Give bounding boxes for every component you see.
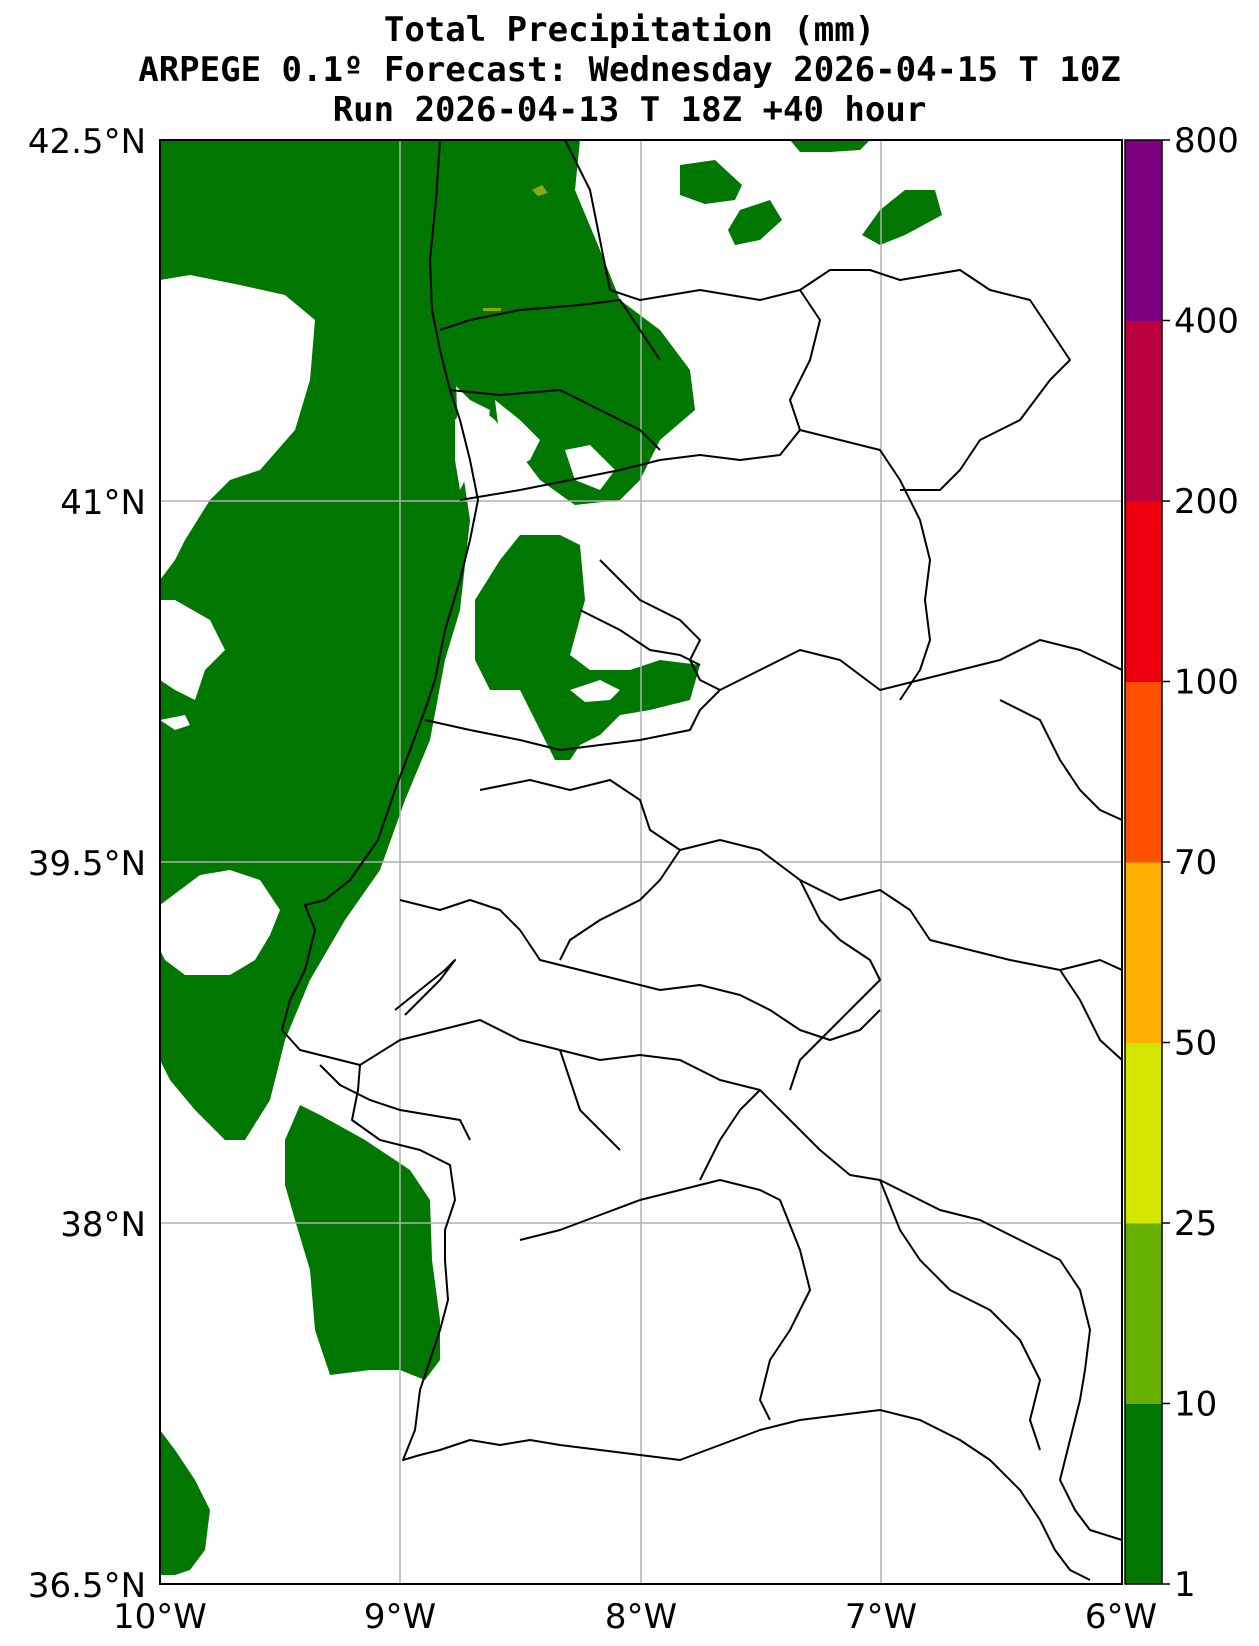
lon-label: 7°W [845,1597,917,1637]
lon-label: 9°W [364,1597,436,1637]
colorbar-segment [1125,681,1162,863]
lat-label: 39.5°N [28,844,146,884]
colorbar-segment [1125,862,1162,1043]
colorbar-label: 70 [1174,843,1217,883]
boundaries [281,140,1122,1581]
lat-label: 42.5°N [28,122,146,162]
colorbar-label: 200 [1174,482,1239,522]
precip-area-north-top [790,140,870,152]
colorbar: 1 10 25 50 70 100 200 400 800 [1124,121,1239,1605]
lat-label: 41°N [60,483,146,523]
dry-areas [160,275,620,975]
colorbar-segment [1125,1403,1162,1585]
colorbar-segment [1125,1223,1162,1404]
lon-label: 6°W [1085,1597,1157,1637]
colorbar-label: 50 [1174,1024,1217,1064]
map-frame [159,139,1123,1585]
precip-area-north-east-2 [728,200,782,245]
lat-label: 36.5°N [28,1566,146,1606]
precip-area-north-east-1 [680,160,742,204]
precip-area-south [285,1105,440,1380]
colorbar-label: 100 [1174,663,1239,703]
map-title: Total Precipitation (mm) [383,10,876,50]
precip-area-central [475,535,700,760]
colorbar-segment [1125,140,1162,321]
lon-label: 10°W [113,1597,207,1637]
lon-axis: 10°W 9°W 8°W 7°W 6°W [113,1597,1157,1637]
lat-label: 38°N [60,1205,146,1245]
colorbar-label: 400 [1174,302,1239,342]
colorbar-label: 1 [1174,1565,1196,1605]
lon-label: 8°W [605,1597,677,1637]
gridlines [160,140,1122,1584]
lat-axis: 42.5°N 41°N 39.5°N 38°N 36.5°N [28,122,146,1606]
map-subtitle-run: Run 2026-04-13 T 18Z +40 hour [332,90,927,130]
map-subtitle-forecast: ARPEGE 0.1º Forecast: Wednesday 2026-04-… [138,50,1121,90]
colorbar-segment [1125,1042,1162,1224]
precip-spots-10-25 [483,185,548,311]
colorbar-segment [1125,320,1162,502]
coastline [281,140,1091,1581]
colorbar-label: 10 [1174,1385,1217,1425]
colorbar-label: 25 [1174,1204,1217,1244]
colorbar-segment [1125,501,1162,682]
precip-area-southwest [160,1430,210,1575]
precip-area-north-east-3 [862,190,942,245]
colorbar-label: 800 [1174,121,1239,161]
